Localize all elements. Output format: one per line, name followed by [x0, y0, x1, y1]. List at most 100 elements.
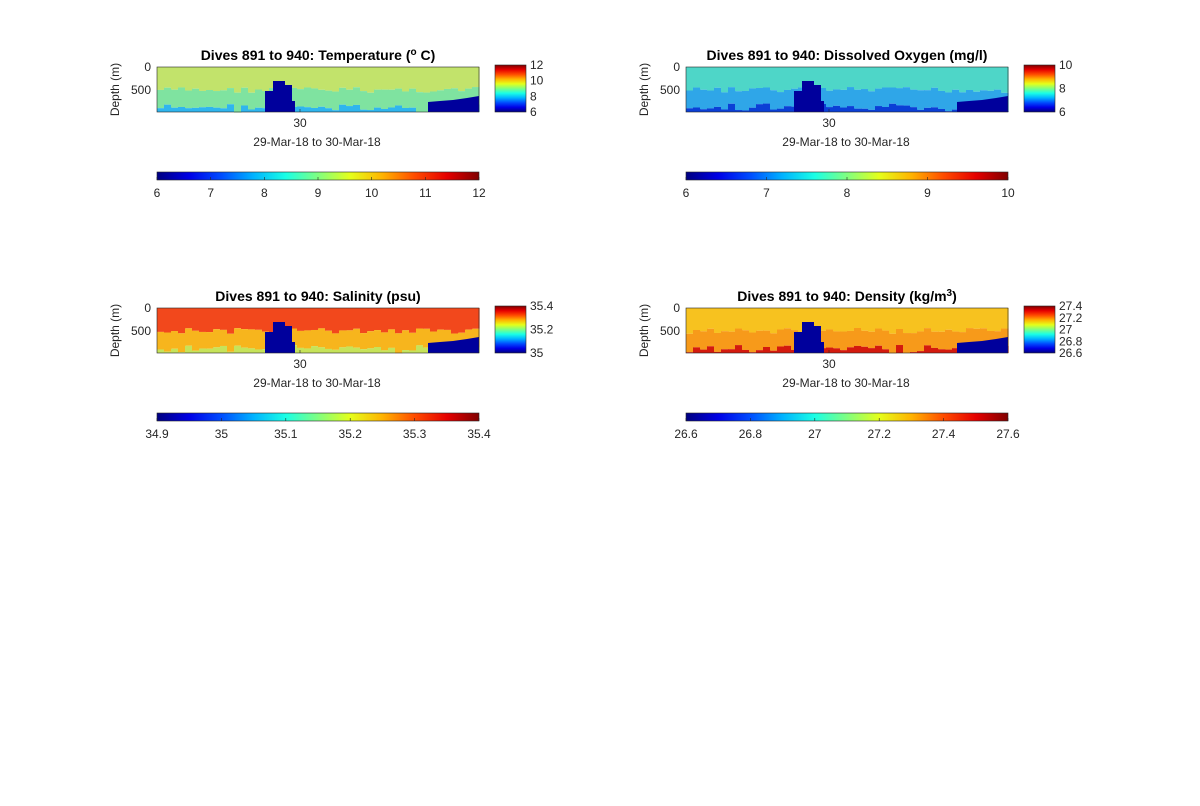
heatmap-cell	[248, 329, 256, 349]
heatmap-cell	[896, 67, 904, 89]
heatmap-cell	[374, 330, 382, 347]
subplot-oxygen: Dives 891 to 940: Dissolved Oxygen (mg/l…	[637, 47, 1073, 200]
heatmap-cell	[854, 328, 862, 346]
heatmap-cell	[318, 106, 326, 112]
heatmap-cell	[199, 348, 207, 353]
heatmap-cell	[910, 67, 918, 90]
heatmap-cell	[472, 87, 480, 105]
heatmap-cell	[430, 308, 438, 332]
heatmap-cell	[402, 308, 410, 331]
heatmap-cell	[756, 67, 764, 89]
heatmap-cell	[297, 106, 305, 112]
heatmap-cell	[833, 89, 841, 106]
heatmap-cell	[437, 67, 445, 91]
heatmap-cell	[178, 308, 186, 334]
heatmap-cell	[700, 109, 708, 112]
heatmap-cell	[735, 328, 743, 346]
heatmap-cell	[749, 308, 757, 333]
heatmap-cell	[861, 330, 869, 347]
heatmap-cell	[430, 67, 438, 92]
heatmap-cell	[171, 331, 179, 349]
heatmap-cell	[332, 333, 340, 350]
heatmap-cell	[213, 329, 221, 348]
bottom-colorbar-tick-label: 9	[924, 186, 931, 200]
heatmap-cell	[318, 89, 326, 107]
heatmap-cell	[199, 90, 207, 108]
heatmap-cell	[346, 308, 354, 331]
seafloor-shelf	[428, 337, 479, 353]
heatmap-cell	[297, 308, 305, 331]
heatmap-cell	[882, 67, 890, 88]
heatmap-cell	[304, 308, 312, 331]
heatmap-cell	[931, 347, 939, 353]
heatmap-cell	[381, 89, 389, 109]
heatmap-cell	[339, 87, 347, 105]
heatmap-cell	[994, 308, 1002, 332]
side-colorbar-tick-label: 26.6	[1059, 346, 1083, 360]
heatmap-cell	[423, 92, 431, 113]
heatmap-cell	[325, 348, 333, 353]
heatmap-cell	[290, 328, 298, 346]
heatmap-cell	[374, 67, 382, 90]
heatmap-cell	[707, 328, 715, 347]
heatmap-cell	[938, 331, 946, 350]
heatmap-cell	[686, 352, 694, 353]
heatmap-cell	[318, 308, 326, 329]
bottom-colorbar	[685, 412, 1009, 422]
heatmap-cell	[458, 67, 466, 92]
heatmap-cell	[332, 110, 340, 112]
heatmap-cell	[325, 90, 333, 109]
heatmap-cell	[938, 67, 946, 91]
title-suffix: )	[952, 288, 957, 304]
bottom-colorbar-tick-label: 11	[419, 186, 432, 200]
heatmap-cell	[840, 89, 848, 108]
heatmap-cell	[784, 345, 792, 353]
side-colorbar-tick-label: 10	[530, 74, 544, 88]
heatmap-cell	[896, 88, 904, 106]
heatmap-cell	[707, 108, 715, 112]
heatmap-cell	[1001, 67, 1009, 93]
heatmap-cell	[241, 308, 249, 330]
heatmap-cell	[840, 350, 848, 353]
heatmap-cell	[875, 67, 883, 89]
heatmap-cell	[332, 91, 340, 111]
heatmap-cell	[185, 67, 193, 91]
heatmap-cell	[241, 67, 249, 88]
bottom-colorbar-tick-label: 6	[154, 186, 161, 200]
heatmap-cell	[749, 352, 757, 353]
bottom-colorbar-tick-label: 7	[207, 186, 214, 200]
side-colorbar	[1023, 305, 1056, 354]
seafloor-ridge	[265, 322, 295, 353]
heatmap-cell	[707, 308, 715, 329]
heatmap-cell	[248, 109, 256, 112]
heatmap-cell	[714, 67, 722, 88]
heatmap-cell	[728, 331, 736, 350]
side-colorbar-tick-label: 35	[530, 346, 544, 360]
heatmap-cell	[206, 106, 214, 112]
heatmap-cell	[693, 330, 701, 348]
y-tick-label: 500	[660, 83, 680, 97]
heatmap-cell	[367, 308, 375, 332]
heatmap-cell	[770, 308, 778, 334]
heatmap-cell	[812, 308, 820, 331]
heatmap-cell	[304, 348, 312, 353]
heatmap-cell	[945, 349, 953, 353]
heatmap-cell	[164, 104, 172, 112]
heatmap-cell	[812, 67, 820, 92]
heatmap-cell	[255, 107, 263, 112]
heatmap-cell	[861, 67, 869, 90]
bottom-colorbar-tick-label: 7	[763, 186, 770, 200]
x-axis-label: 29-Mar-18 to 30-Mar-18	[253, 376, 381, 390]
heatmap-cell	[721, 331, 729, 350]
heatmap-cell	[980, 328, 988, 346]
heatmap-cell	[304, 330, 312, 349]
heatmap-cell	[367, 348, 375, 353]
heatmap-cell	[735, 110, 743, 112]
heatmap-cell	[700, 349, 708, 353]
heatmap-cell	[402, 330, 410, 351]
heatmap-cell	[311, 308, 319, 330]
heatmap-cell	[826, 67, 834, 91]
heatmap-cell	[910, 107, 918, 112]
heatmap-cell	[959, 308, 967, 333]
